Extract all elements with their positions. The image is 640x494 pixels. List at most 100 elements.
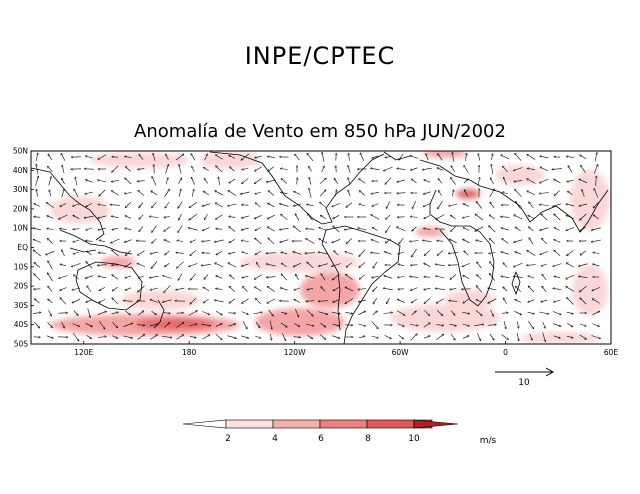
wind-vector — [411, 287, 418, 291]
wind-vector — [435, 288, 445, 290]
wind-vector — [111, 312, 119, 314]
latitude-label: 10S — [14, 262, 29, 271]
wind-vector — [73, 251, 79, 254]
wind-vector — [242, 252, 249, 255]
wind-vector — [216, 229, 223, 230]
wind-vector — [593, 253, 600, 254]
wind-vector — [34, 274, 41, 281]
wind-vector — [149, 275, 159, 278]
wind-vector — [307, 262, 314, 269]
wind-vector — [166, 154, 169, 160]
wind-vector — [345, 274, 353, 280]
wind-vector — [139, 202, 144, 208]
wind-vector — [306, 323, 314, 326]
wind-vector — [491, 164, 494, 174]
wind-vector — [255, 238, 262, 245]
colorbar-tick-label: 2 — [225, 434, 231, 444]
wind-vector — [281, 179, 287, 184]
wind-vector — [411, 265, 418, 266]
wind-vector — [192, 166, 195, 172]
wind-vector — [189, 263, 198, 266]
colorbar: 2 4 6 8 10 m/s — [182, 419, 497, 446]
wind-vector — [515, 227, 521, 232]
wind-vector — [280, 169, 288, 170]
wind-vector — [360, 153, 364, 162]
wind-vector — [86, 262, 93, 269]
wind-vector — [423, 323, 430, 328]
longitude-label: 120W — [284, 348, 306, 357]
wind-vector — [229, 178, 236, 183]
wind-vector — [72, 332, 79, 341]
wind-vector — [138, 169, 145, 170]
wind-vector — [72, 298, 81, 303]
shade-region — [100, 256, 136, 268]
wind-vector — [62, 250, 65, 257]
wind-vector — [397, 227, 406, 232]
wind-vector — [230, 275, 235, 280]
wind-vector — [359, 204, 366, 207]
wind-vector — [331, 263, 341, 267]
wind-vector — [437, 250, 443, 256]
wind-vector — [268, 166, 275, 171]
wind-vector — [554, 214, 561, 221]
wind-vector — [241, 215, 249, 218]
coast-australia — [75, 261, 143, 311]
wind-vector — [165, 250, 170, 255]
wind-vector — [97, 265, 107, 266]
wind-vector — [568, 191, 573, 196]
wind-vector — [580, 213, 587, 220]
wind-vector — [516, 201, 521, 209]
longitude-label: 60W — [392, 348, 410, 357]
wind-vector — [164, 217, 171, 218]
latitude-label: 30N — [13, 185, 28, 194]
wind-vector — [553, 288, 562, 290]
wind-vector — [152, 225, 157, 233]
wind-vector — [579, 334, 587, 340]
wind-vector — [552, 169, 562, 170]
wind-vector — [449, 301, 458, 302]
wind-vector — [464, 251, 469, 256]
wind-vector — [201, 324, 210, 325]
wind-vector — [552, 311, 561, 314]
wind-vector — [163, 313, 171, 314]
wind-vector — [99, 189, 106, 196]
wind-vector — [540, 227, 549, 231]
wind-vector — [333, 215, 340, 218]
wind-vector — [97, 311, 107, 315]
wind-vector — [151, 310, 157, 315]
wind-vector — [268, 203, 275, 208]
wind-vector — [579, 203, 588, 206]
wind-vector — [99, 287, 106, 290]
wind-vector — [48, 286, 53, 292]
wind-vector — [321, 166, 325, 173]
wind-vector — [411, 167, 418, 170]
wind-vector — [309, 166, 312, 172]
wind-vector — [60, 229, 67, 230]
wind-vector — [150, 300, 158, 303]
wind-vector — [85, 156, 93, 159]
wind-vector — [281, 274, 288, 281]
wind-vector — [112, 275, 119, 280]
wind-vector — [503, 298, 507, 305]
wind-vector — [137, 250, 145, 255]
wind-vector — [46, 202, 54, 208]
wind-vector — [255, 287, 262, 292]
wind-vector — [125, 157, 132, 158]
wind-vector — [554, 190, 560, 196]
wind-vector — [138, 275, 144, 278]
wind-vector — [97, 337, 106, 338]
wind-vector — [99, 299, 106, 302]
wind-vector — [111, 191, 119, 196]
wind-vector — [567, 250, 574, 255]
wind-vector — [503, 166, 508, 173]
wind-vector — [201, 264, 211, 265]
wind-vector — [566, 227, 575, 231]
latitude-label: 50N — [13, 147, 28, 156]
wind-vector — [422, 167, 432, 170]
wind-vector — [229, 252, 236, 253]
wind-vector — [228, 263, 237, 268]
wind-vector — [59, 275, 68, 279]
wind-vector — [162, 299, 172, 302]
wind-vector — [125, 287, 132, 290]
wind-vector — [123, 335, 133, 338]
